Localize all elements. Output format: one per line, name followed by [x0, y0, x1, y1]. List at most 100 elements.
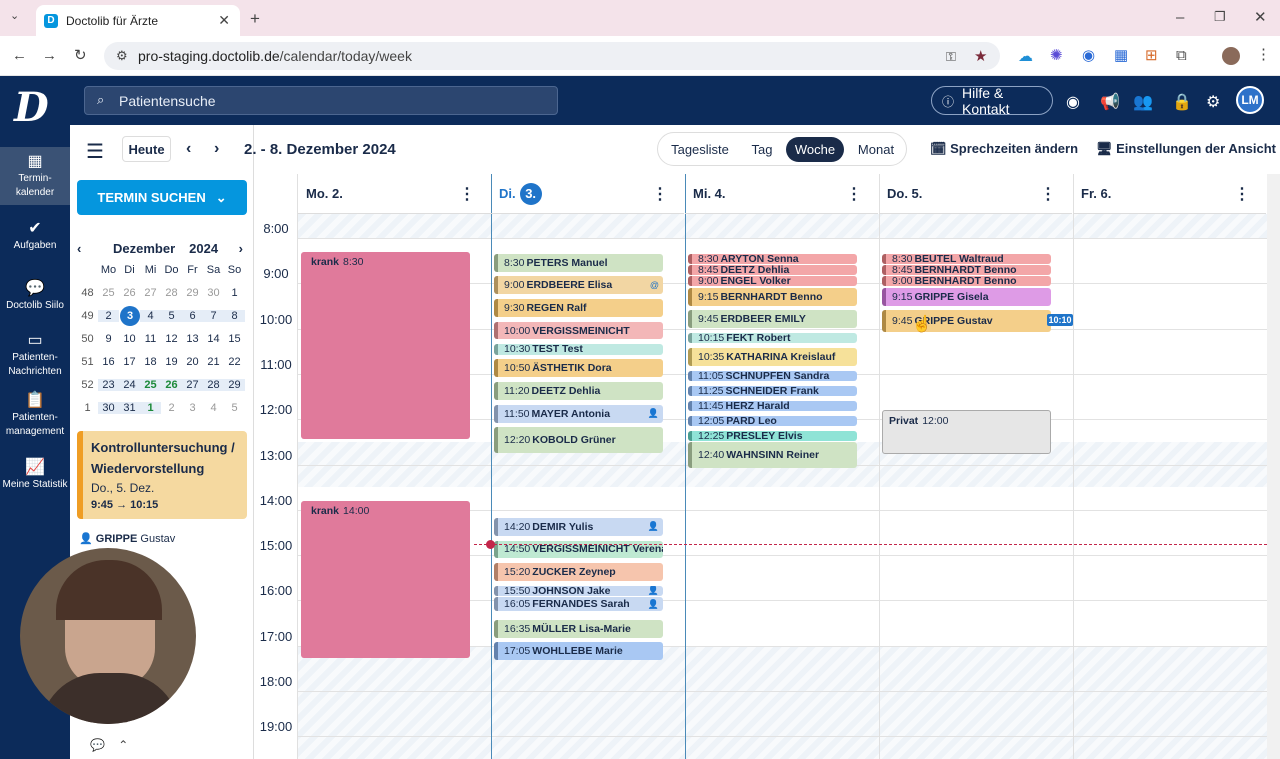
mini-calendar-day[interactable]: 13: [186, 332, 199, 345]
change-hours-button[interactable]: 🗓 Sprechzeiten ändern: [930, 141, 1078, 157]
mini-calendar-day[interactable]: 1: [140, 401, 161, 414]
mini-calendar-day[interactable]: 5: [231, 401, 238, 414]
mini-calendar-day[interactable]: 2: [98, 309, 119, 322]
mini-calendar-day[interactable]: 14: [207, 332, 220, 345]
minimize-icon[interactable]: –: [1176, 9, 1185, 26]
eye-icon[interactable]: ◉: [1066, 94, 1080, 111]
selected-appointment-card[interactable]: Kontrolluntersuchung / Wiedervorstellung…: [77, 431, 247, 519]
appointment-event[interactable]: 15:50 JOHNSON Jake 👤: [494, 585, 663, 596]
lock-icon[interactable]: 🔒: [1172, 94, 1192, 111]
appointment-event[interactable]: 9:15 BERNHARDT Benno: [688, 287, 857, 306]
blocked-time-event[interactable]: krank 8:30: [301, 251, 470, 440]
close-icon[interactable]: ✕: [218, 12, 230, 28]
window-close-icon[interactable]: ✕: [1254, 9, 1267, 26]
appointment-event[interactable]: 16:05 FERNANDES Sarah 👤: [494, 597, 663, 612]
appointment-event[interactable]: 14:20 DEMIR Yulis 👤: [494, 517, 663, 536]
nav-item-calendar[interactable]: ▦ Termin- kalender: [0, 147, 70, 205]
appointment-event[interactable]: 10:35 KATHARINA Kreislauf: [688, 348, 857, 366]
mini-calendar-day[interactable]: 28: [203, 378, 224, 391]
mini-calendar-day[interactable]: 5: [161, 309, 182, 322]
extension-grid-icon[interactable]: ▦: [1114, 47, 1129, 64]
mini-calendar-day[interactable]: 16: [102, 355, 115, 368]
appointment-event[interactable]: 16:35 MÜLLER Lisa-Marie: [494, 619, 663, 638]
mini-calendar-day[interactable]: 10: [123, 332, 136, 345]
appointment-event[interactable]: 12:25 PRESLEY Elvis: [688, 431, 857, 442]
nav-item-statistics[interactable]: 📈 Meine Statistik: [0, 460, 70, 492]
nav-item-patient-management[interactable]: 📋 Patienten- management: [0, 393, 70, 439]
mini-calendar-day[interactable]: 4: [140, 309, 161, 322]
appointment-event[interactable]: 11:20 DEETZ Dehlia: [494, 382, 663, 400]
appointment-event[interactable]: 12:05 PARD Leo: [688, 415, 857, 427]
doctolib-logo[interactable]: D: [14, 84, 49, 131]
mini-calendar-day[interactable]: 24: [119, 378, 140, 391]
appointment-event[interactable]: 9:00 ERDBEERE Elisa @: [494, 276, 663, 295]
appointment-event[interactable]: 10:50 ÄSTHETIK Dora: [494, 359, 663, 378]
day-header[interactable]: Mi. 4. ⋮: [685, 174, 878, 214]
mini-calendar-day[interactable]: 7: [203, 309, 224, 322]
extension-windows-icon[interactable]: ⊞: [1145, 47, 1158, 64]
day-menu-icon[interactable]: ⋮: [846, 185, 862, 203]
patient-info[interactable]: 👤 GRIPPE Gustav: [79, 532, 175, 545]
appointment-event[interactable]: 14:50 VERGISSMEINICHT Verena: [494, 540, 663, 559]
mini-calendar-day[interactable]: 26: [161, 378, 182, 391]
day-menu-icon[interactable]: ⋮: [1040, 185, 1056, 203]
scrollbar[interactable]: [1267, 174, 1280, 759]
prev-month-icon[interactable]: ‹: [77, 240, 82, 256]
extension-cloud-icon[interactable]: ☁: [1018, 48, 1033, 65]
hamburger-menu-icon[interactable]: ☰: [86, 141, 104, 163]
appointment-event[interactable]: 9:45 ERDBEER EMILY: [688, 310, 857, 329]
appointment-event[interactable]: 8:30 BEUTEL Waltraud: [882, 253, 1051, 264]
appointment-event[interactable]: 15:20 ZUCKER Zeynep: [494, 563, 663, 582]
mini-calendar-day[interactable]: 30: [98, 401, 119, 414]
reload-icon[interactable]: ↻: [74, 47, 87, 64]
appointment-event[interactable]: 9:00 BERNHARDT Benno: [882, 276, 1051, 287]
mini-calendar-day[interactable]: 17: [123, 355, 136, 368]
extensions-puzzle-icon[interactable]: ⧉: [1176, 47, 1187, 64]
key-icon[interactable]: ⚿: [946, 49, 956, 64]
back-icon[interactable]: ←: [12, 47, 27, 64]
profile-avatar-icon[interactable]: [1222, 47, 1240, 65]
tab-tagesliste[interactable]: Tagesliste: [671, 142, 729, 157]
appointment-event[interactable]: 10:15 FEKT Robert: [688, 332, 857, 344]
site-info-icon[interactable]: ⚙: [116, 48, 128, 63]
next-week-icon[interactable]: ›: [214, 140, 220, 157]
blocked-time-event[interactable]: Privat 12:00: [882, 410, 1051, 455]
appointment-event[interactable]: 8:45 BERNHARDT Benno: [882, 264, 1051, 275]
appointment-event[interactable]: 9:30 REGEN Ralf: [494, 298, 663, 317]
mini-calendar-day[interactable]: 27: [182, 378, 203, 391]
mini-calendar-day[interactable]: 21: [207, 355, 220, 368]
mini-calendar-day[interactable]: 28: [165, 286, 178, 299]
appointment-event[interactable]: 8:30 ARYTON Senna: [688, 253, 857, 264]
address-bar[interactable]: ⚙ pro-staging.doctolib.de/calendar/today…: [104, 42, 1000, 70]
appointment-event[interactable]: 10:30 TEST Test: [494, 344, 663, 355]
day-header[interactable]: Fr. 6. ⋮: [1073, 174, 1266, 214]
mini-calendar-day[interactable]: 1: [231, 286, 238, 299]
mini-calendar-day[interactable]: 22: [228, 355, 241, 368]
mini-calendar-day[interactable]: 3: [120, 305, 140, 326]
mini-calendar-day[interactable]: 4: [210, 401, 217, 414]
mini-calendar-day[interactable]: 3: [189, 401, 196, 414]
mini-calendar-day[interactable]: 23: [98, 378, 119, 391]
appointment-event[interactable]: 12:20 KOBOLD Grüner: [494, 427, 663, 453]
extension-asterisk-icon[interactable]: ✺: [1050, 47, 1063, 64]
new-tab-icon[interactable]: +: [250, 9, 260, 28]
forward-icon[interactable]: →: [42, 47, 57, 64]
mini-calendar-day[interactable]: 31: [119, 401, 140, 414]
maximize-icon[interactable]: ❐: [1214, 9, 1226, 24]
mini-calendar-day[interactable]: 29: [224, 378, 245, 391]
mini-calendar-day[interactable]: 2: [168, 401, 175, 414]
appointment-event[interactable]: 11:45 HERZ Harald: [688, 400, 857, 412]
gear-icon[interactable]: ⚙: [1206, 94, 1221, 111]
mini-calendar-day[interactable]: 15: [228, 332, 241, 345]
tab-tag[interactable]: Tag: [751, 142, 773, 157]
tab-woche[interactable]: Woche: [786, 137, 844, 162]
bookmark-star-icon[interactable]: ★: [974, 48, 988, 65]
mini-calendar-day[interactable]: 30: [207, 286, 220, 299]
mini-calendar-day[interactable]: 25: [140, 378, 161, 391]
tab-menu-icon[interactable]: ⌄: [10, 10, 20, 22]
appointment-event[interactable]: 8:30 PETERS Manuel: [494, 253, 663, 272]
tab-monat[interactable]: Monat: [857, 142, 895, 157]
browser-menu-icon[interactable]: ⋮: [1256, 46, 1271, 63]
day-menu-icon[interactable]: ⋮: [459, 185, 475, 203]
mini-calendar-day[interactable]: 18: [144, 355, 157, 368]
